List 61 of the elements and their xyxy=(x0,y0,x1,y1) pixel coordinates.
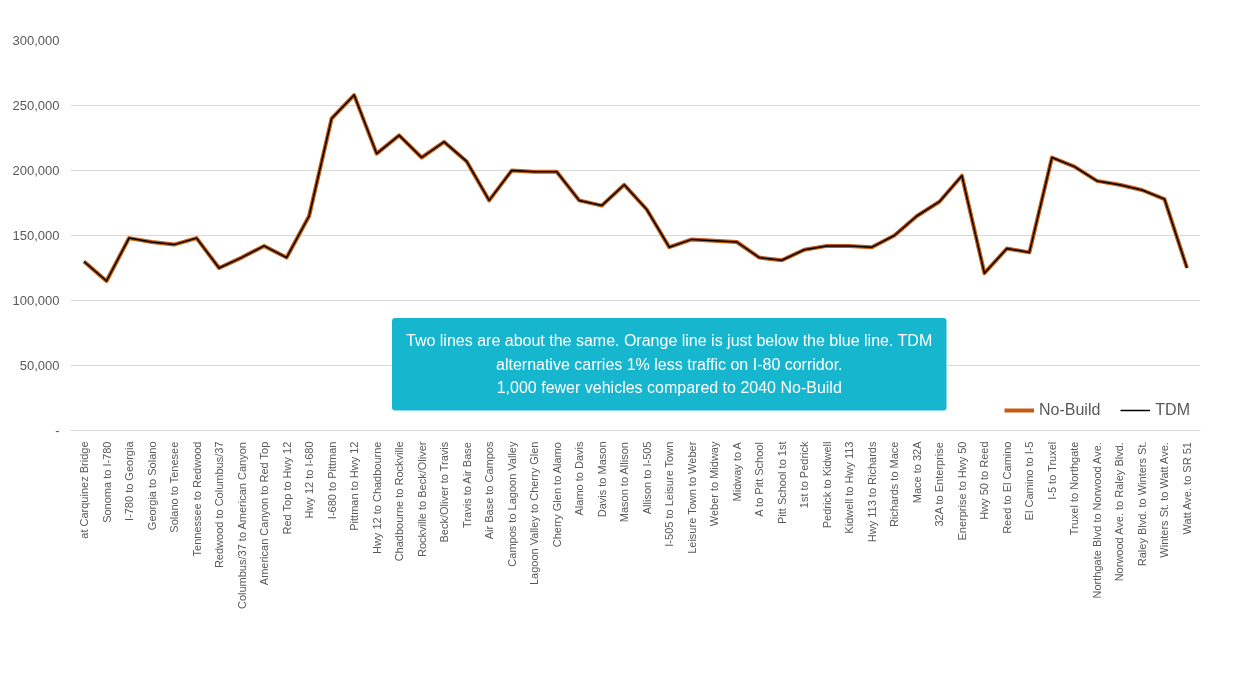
y-tick-label: - xyxy=(55,423,60,438)
x-tick-label: Pedrick to Kidwell xyxy=(820,441,833,529)
x-tick-label: Enerprise to Hwy 50 xyxy=(955,441,968,541)
x-tick-label: Beck/Oliver to Travis xyxy=(438,441,451,543)
x-tick-label: Air Base to Campos xyxy=(483,441,496,540)
x-tick-label: Pitt School to 1st xyxy=(775,441,788,525)
x-tick-label: 32A to Enterprise xyxy=(933,442,946,527)
x-tick-label: Weber to Midway xyxy=(708,441,721,527)
x-tick-label: Chadbourne to Rockville xyxy=(393,441,406,562)
x-tick-label: Columbus/37 to American Canyon xyxy=(235,442,248,610)
x-tick-label: Midway to A xyxy=(730,441,743,502)
legend-label: TDM xyxy=(1155,401,1190,419)
x-tick-label: Winters St. to Watt Ave. xyxy=(1158,442,1171,558)
x-tick-label: Tennessee to Redwood xyxy=(190,441,203,557)
y-tick-label: 200,000 xyxy=(12,163,60,178)
y-tick-label: 250,000 xyxy=(12,98,60,113)
x-tick-label: Northgate Blvd to Norwood Ave. xyxy=(1090,442,1103,599)
x-tick-label: Raley Blvd. to Winters St. xyxy=(1135,441,1148,567)
x-tick-label: 1st to Pedrick xyxy=(798,441,811,509)
x-tick-label: El Camino to I-5 xyxy=(1023,441,1036,521)
x-tick-label: Campos to Lagoon Valley xyxy=(505,441,518,567)
x-tick-label: at Carquinez Bridge xyxy=(78,441,91,539)
x-tick-label: Norwood Ave. to Raley Blvd. xyxy=(1113,442,1126,582)
x-tick-label: Redwood to Columbus/37 xyxy=(213,441,226,569)
x-tick-label: Watt Ave. to SR 51 xyxy=(1180,442,1193,535)
x-tick-label: I-780 to Georgia xyxy=(123,440,136,521)
x-tick-label: American Canyon to Red Top xyxy=(258,441,271,586)
annotation: Two lines are about the same. Orange line is just below the blue line. TDM alternative carries 1% less traffic on I-80 corridor. xyxy=(406,331,933,373)
x-tick-label: I-680 to Pittman xyxy=(325,441,338,520)
x-tick-label: Allison to I-505 xyxy=(640,441,653,515)
y-tick-label: 150,000 xyxy=(12,228,60,243)
x-tick-label: Truxel to Northgate xyxy=(1068,441,1081,536)
x-tick-label: Rockville to Beck/Oliver xyxy=(415,441,428,558)
x-tick-label: Hwy 113 to Richards xyxy=(865,441,878,543)
x-tick-label: Red Top to Hwy 12 xyxy=(280,441,293,535)
x-tick-label: Hwy 12 to Chadbourne xyxy=(370,441,383,555)
x-tick-label: Hwy 50 to Reed xyxy=(978,441,991,520)
x-tick-label: Solano to Tenesee xyxy=(168,441,181,533)
x-tick-label: Cherry Glen to Alamo xyxy=(550,442,563,548)
x-tick-label: Mace to 32A xyxy=(910,440,923,504)
x-tick-label: Davis to Mason xyxy=(595,441,608,518)
x-tick-label: A to Pitt School xyxy=(753,442,766,517)
x-tick-label: Kidwell to Hwy 113 xyxy=(843,441,856,534)
x-tick-label: Mason to Allison xyxy=(618,442,631,523)
x-tick-label: Georgia to Solano xyxy=(145,441,158,531)
x-tick-label: I-5 to Truxel xyxy=(1045,441,1058,500)
x-tick-label: Pittman to Hwy 12 xyxy=(348,441,361,531)
y-tick-label: 50,000 xyxy=(19,358,60,373)
x-tick-label: Richards to Mace xyxy=(888,441,901,528)
annotation: 1,000 fewer vehicles compared to 2040 No-Build xyxy=(496,379,842,397)
x-tick-label: Leisure Town to Weber xyxy=(685,441,698,554)
x-tick-label: Sonoma to I-780 xyxy=(100,441,113,523)
x-tick-label: Hwy 12 to I-680 xyxy=(303,441,316,519)
x-tick-label: Travis to Air Base xyxy=(460,442,473,528)
x-tick-label: Reed to El Camino xyxy=(1000,441,1013,534)
x-tick-label: I-505 to Leisure Town xyxy=(663,441,676,547)
legend-label: No-Build xyxy=(1038,401,1101,419)
x-tick-label: Lagoon Valley to Cherry Glen xyxy=(528,441,541,585)
y-tick-label: 300,000 xyxy=(12,33,60,48)
y-tick-label: 100,000 xyxy=(12,293,60,308)
x-tick-label: Alamo to Davis xyxy=(573,441,586,516)
